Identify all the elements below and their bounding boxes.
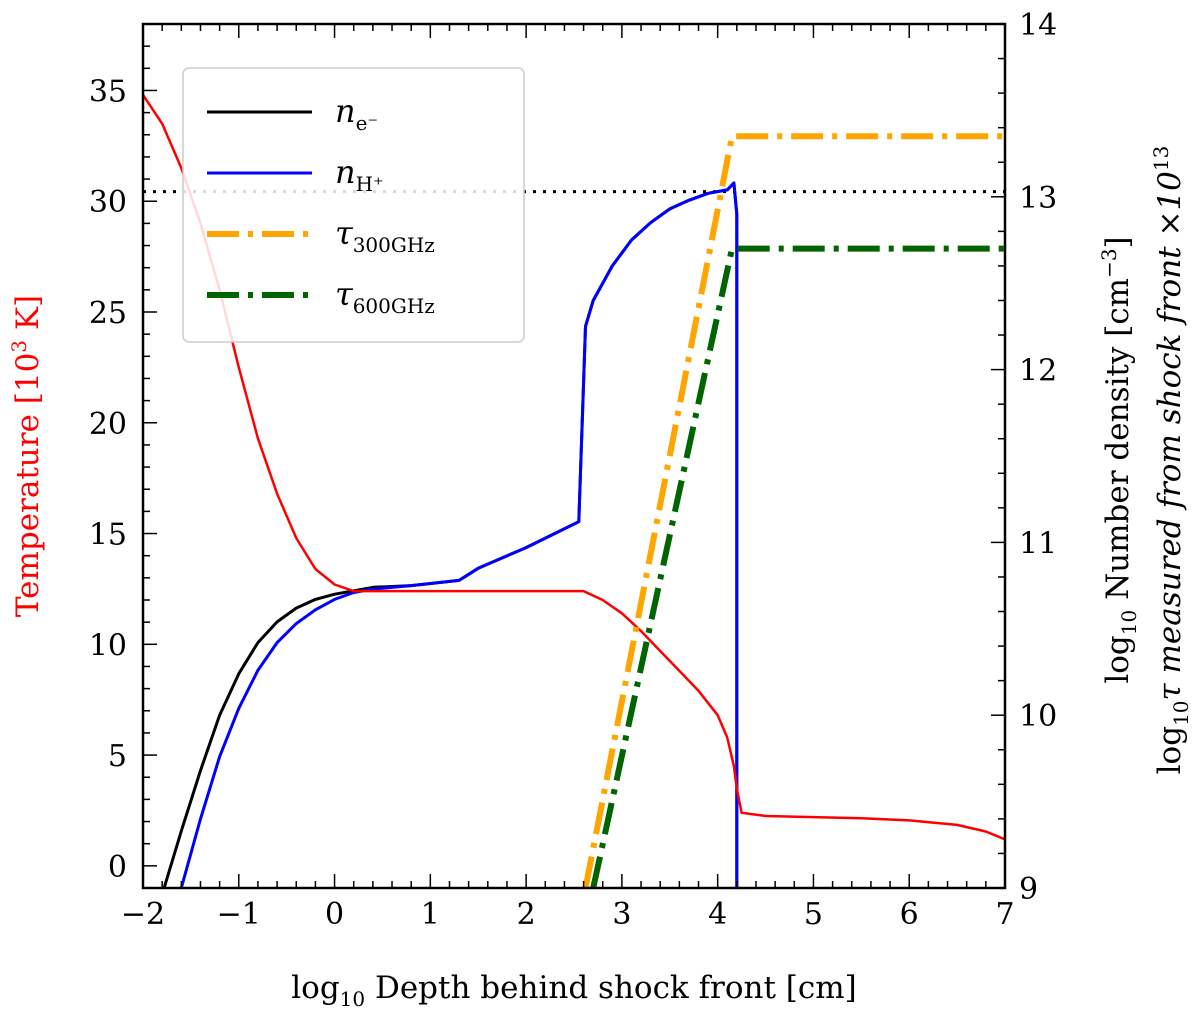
x-tick-label: 6 [900, 897, 919, 932]
y-right-title2-sup: 13 [1149, 146, 1173, 171]
legend-label-main: n [335, 153, 356, 191]
series-line-tau-600ghz [590, 245, 1005, 888]
y-left-tick-label: 30 [89, 185, 127, 220]
y-left-title-sup: 3 [7, 340, 31, 353]
y-right-title1-sup: −3 [1097, 248, 1121, 277]
legend-box [182, 67, 525, 343]
y-right-tick-label: 11 [1019, 526, 1057, 561]
y-right-title2-a: log [1152, 726, 1188, 774]
x-tick-label: 4 [708, 897, 727, 932]
y-left-axis-title: Temperature [103 K] [7, 295, 46, 617]
x-tick-label: 2 [517, 897, 536, 932]
x-axis-title-rest: Depth behind shock front [cm] [365, 970, 857, 1006]
plot-frame [141, 22, 1007, 890]
y-left-title-a: Temperature [10 [10, 353, 46, 617]
y-right-tick-label: 12 [1019, 354, 1057, 389]
series-line-tau-300ghz [582, 133, 1005, 888]
y-left-tick-label: 35 [89, 74, 127, 109]
y-right-title1-a: log [1100, 635, 1136, 683]
y-left-tick-label: 10 [89, 628, 127, 663]
legend-label: nH⁺ [335, 153, 384, 196]
y-right-tick-label: 13 [1019, 181, 1057, 216]
legend-label-main: τ [335, 214, 354, 252]
y-left-tick-label: 15 [89, 518, 127, 553]
y-right-tick-label: 9 [1019, 872, 1038, 907]
x-tick-label: 5 [804, 897, 823, 932]
legend-label-sub: H⁺ [356, 172, 384, 196]
y-right-tick-label: 10 [1019, 699, 1057, 734]
x-axis-title: log10 Depth behind shock front [cm] [291, 970, 857, 1011]
x-tick-label: 7 [995, 897, 1014, 932]
legend-label-sub: 300GHz [353, 233, 435, 257]
y-right-title1-sub: 10 [1117, 610, 1141, 635]
x-tick-label: −1 [217, 897, 261, 932]
series-line-temperature [143, 94, 1005, 841]
y-left-tick-label: 20 [89, 407, 127, 442]
x-tick-label: 0 [325, 897, 344, 932]
x-axis-title-sub: 10 [340, 987, 365, 1011]
x-tick-label: −2 [121, 897, 165, 932]
series-line-n-h- [179, 181, 739, 888]
x-axis-title-main: log [291, 970, 339, 1006]
x-tick-label: 3 [612, 897, 631, 932]
legend-label-main: τ [335, 275, 354, 313]
legend-label-sub: e⁻ [356, 111, 378, 135]
y-right-axis-title-2: log10τ measured from shock front ×1013 [1149, 146, 1193, 775]
legend-label: ne⁻ [335, 92, 378, 135]
y-right-title1-b: Number density [cm [1100, 278, 1136, 610]
legend-label: τ600GHz [335, 275, 435, 318]
y-left-tick-label: 25 [89, 296, 127, 331]
x-tick-label: 1 [421, 897, 440, 932]
y-right-axis-title-1: log10 Number density [cm−3] [1097, 236, 1141, 683]
ticks-layer [142, 23, 1006, 889]
y-right-title2-sub: 10 [1169, 700, 1193, 725]
y-right-title2-b: τ measured from shock front ×10 [1152, 171, 1188, 700]
series-layer [143, 94, 1005, 888]
y-left-tick-label: 0 [108, 850, 127, 885]
legend-label-main: n [335, 92, 356, 130]
legend-label: τ300GHz [335, 214, 435, 257]
y-right-title1-c: ] [1100, 236, 1136, 248]
legend-label-sub: 600GHz [353, 294, 435, 318]
y-left-title-b: K] [10, 295, 46, 340]
y-right-tick-label: 14 [1019, 8, 1057, 43]
y-left-tick-label: 5 [108, 739, 127, 774]
